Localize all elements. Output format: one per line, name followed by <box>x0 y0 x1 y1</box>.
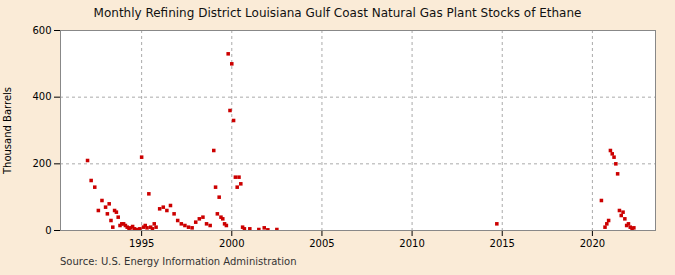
svg-text:2020: 2020 <box>580 238 605 249</box>
svg-text:2000: 2000 <box>219 238 244 249</box>
html-text:Source: U.S. Energy Informatio: Source: U.S. Energy Information Administ… <box>60 256 297 267</box>
svg-text:2005: 2005 <box>309 238 334 249</box>
svg-text:1995: 1995 <box>129 238 154 249</box>
svg-text:200: 200 <box>32 158 51 169</box>
html-text:Monthly Refining District Loui: Monthly Refining District Louisiana Gulf… <box>93 6 582 20</box>
svg-text:600: 600 <box>32 25 51 36</box>
svg-text:0: 0 <box>45 225 51 236</box>
svg-text:400: 400 <box>32 91 51 102</box>
svg-text:2015: 2015 <box>490 238 515 249</box>
svg-text:2010: 2010 <box>399 238 424 249</box>
svg-text:Thousand Barrels: Thousand Barrels <box>2 87 13 175</box>
